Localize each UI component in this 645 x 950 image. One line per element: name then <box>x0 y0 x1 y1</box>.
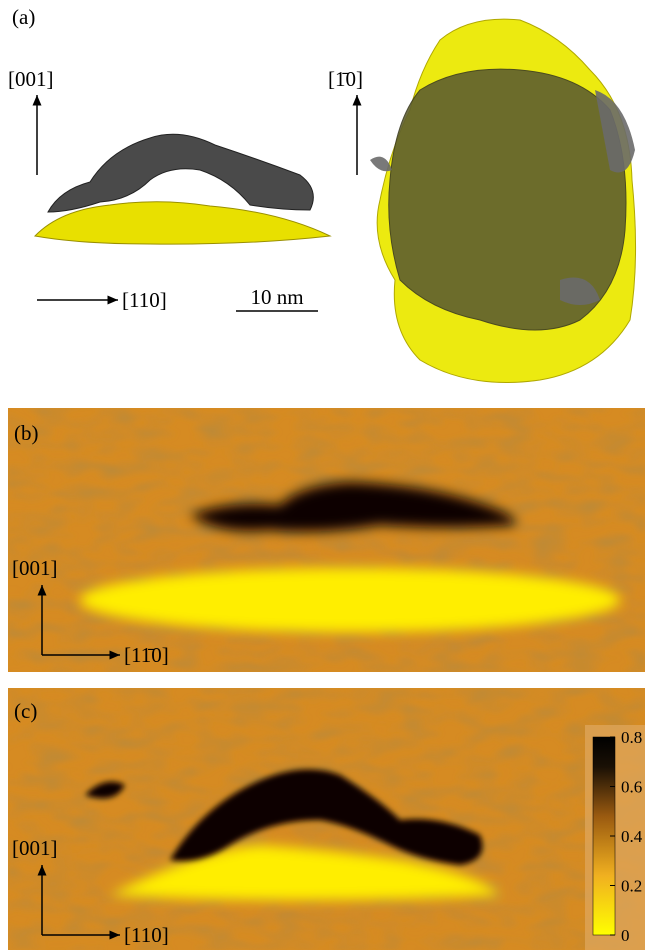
yellow-region <box>80 568 620 632</box>
axis-label: [001] <box>12 556 58 580</box>
colorbar-tick-label: 0.4 <box>621 827 643 846</box>
axis-label: [110] <box>124 923 169 947</box>
panel-label: (a) <box>12 5 35 29</box>
axis-label: [1̄0] <box>328 67 363 91</box>
map-texture <box>8 408 645 672</box>
colorbar-tick-label: 0.6 <box>621 778 642 797</box>
colorbar-tick-label: 0.2 <box>621 877 642 896</box>
axis-label: [11̄0] <box>124 643 169 667</box>
axis-label: [001] <box>12 836 58 860</box>
scale-bar-label: 10 nm <box>250 285 303 309</box>
axis-label: [001] <box>8 67 54 91</box>
panel-label: (c) <box>14 699 37 723</box>
panel-label: (b) <box>14 421 39 445</box>
colorbar-tick-label: 0 <box>621 926 630 945</box>
figure: (a) [001] [110] 10 nm [1̄0] (b) [001] [1… <box>0 0 645 950</box>
colorbar-tick-label: 0.8 <box>621 728 642 747</box>
gray-isosurface <box>48 134 313 212</box>
axis-label: [110] <box>122 288 167 312</box>
